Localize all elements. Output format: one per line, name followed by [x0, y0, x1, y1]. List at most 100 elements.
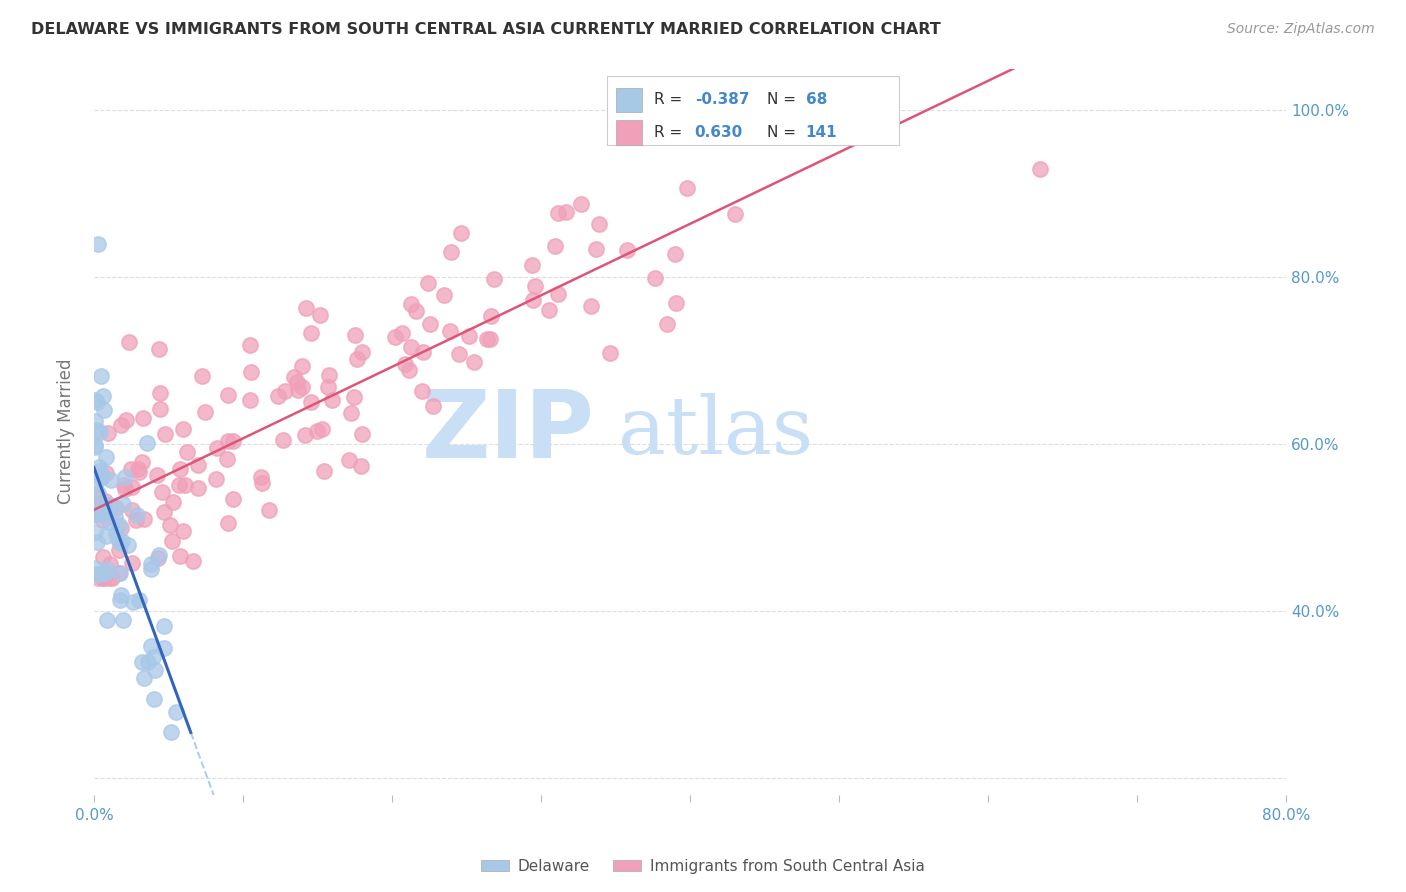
Point — [110, 588, 132, 602]
Point — [83, 441, 105, 455]
Point — [96, 562, 118, 576]
Point — [482, 272, 505, 286]
Point — [142, 649, 165, 664]
Point — [439, 324, 461, 338]
Point — [132, 512, 155, 526]
Point — [128, 592, 150, 607]
Point — [98, 557, 121, 571]
Point — [152, 641, 174, 656]
Point — [537, 302, 560, 317]
Point — [89, 471, 111, 485]
Point — [108, 566, 131, 580]
Point — [153, 618, 176, 632]
Text: 68: 68 — [806, 93, 827, 107]
Point — [616, 243, 638, 257]
Point — [125, 508, 148, 522]
Point — [84, 393, 107, 408]
Point — [91, 389, 114, 403]
Point — [111, 534, 134, 549]
Point — [217, 388, 239, 402]
Point — [110, 417, 132, 432]
Text: -0.387: -0.387 — [695, 93, 749, 107]
Point — [86, 423, 108, 437]
Point — [350, 458, 373, 473]
Point — [308, 309, 330, 323]
Text: 0.630: 0.630 — [695, 125, 742, 140]
Point — [87, 236, 110, 251]
Point — [522, 293, 544, 307]
Point — [86, 566, 108, 581]
Point — [283, 370, 305, 384]
Point — [100, 571, 122, 585]
Point — [121, 595, 143, 609]
Point — [98, 516, 121, 530]
Point — [217, 452, 239, 467]
Point — [398, 363, 420, 377]
Point — [450, 227, 472, 241]
Point — [136, 655, 159, 669]
Point — [588, 217, 610, 231]
Point — [479, 309, 502, 323]
Point — [112, 497, 135, 511]
Point — [107, 532, 129, 546]
Point — [544, 238, 567, 252]
Point — [143, 663, 166, 677]
Point — [89, 425, 111, 440]
Point — [405, 304, 427, 318]
Point — [172, 422, 194, 436]
Point — [239, 337, 262, 351]
Point — [86, 394, 108, 409]
Point — [108, 536, 131, 550]
Point — [139, 639, 162, 653]
Point — [112, 478, 135, 492]
FancyBboxPatch shape — [606, 76, 898, 145]
Point — [477, 332, 499, 346]
Point — [108, 518, 131, 533]
Point — [204, 472, 226, 486]
Text: Source: ZipAtlas.com: Source: ZipAtlas.com — [1227, 22, 1375, 37]
Point — [384, 330, 406, 344]
Legend: Delaware, Immigrants from South Central Asia: Delaware, Immigrants from South Central … — [475, 853, 931, 880]
Point — [111, 613, 134, 627]
Point — [174, 478, 197, 492]
Text: 141: 141 — [806, 125, 837, 140]
Point — [162, 495, 184, 509]
Point — [89, 460, 111, 475]
Point — [222, 491, 245, 506]
Point — [321, 393, 343, 408]
Point — [94, 566, 117, 581]
Point — [169, 462, 191, 476]
Point — [664, 247, 686, 261]
Point — [599, 346, 621, 360]
Point — [93, 402, 115, 417]
Point — [412, 345, 434, 359]
Point — [724, 207, 747, 221]
Point — [524, 278, 547, 293]
Text: R =: R = — [654, 93, 688, 107]
Point — [84, 477, 107, 491]
Point — [676, 181, 699, 195]
Point — [143, 692, 166, 706]
Point — [121, 502, 143, 516]
Point — [84, 560, 107, 574]
Point — [148, 551, 170, 566]
Point — [217, 516, 239, 531]
Point — [165, 706, 187, 720]
Point — [131, 454, 153, 468]
Text: ZIP: ZIP — [422, 385, 595, 477]
Point — [343, 327, 366, 342]
Point — [655, 317, 678, 331]
Point — [181, 554, 204, 568]
Point — [153, 506, 176, 520]
Point — [169, 549, 191, 563]
Point — [250, 475, 273, 490]
Point — [176, 445, 198, 459]
Point — [91, 513, 114, 527]
Point — [250, 470, 273, 484]
Point — [194, 405, 217, 419]
Point — [146, 467, 169, 482]
Point — [305, 424, 328, 438]
Point — [479, 332, 502, 346]
Point — [104, 500, 127, 515]
Point — [114, 482, 136, 496]
